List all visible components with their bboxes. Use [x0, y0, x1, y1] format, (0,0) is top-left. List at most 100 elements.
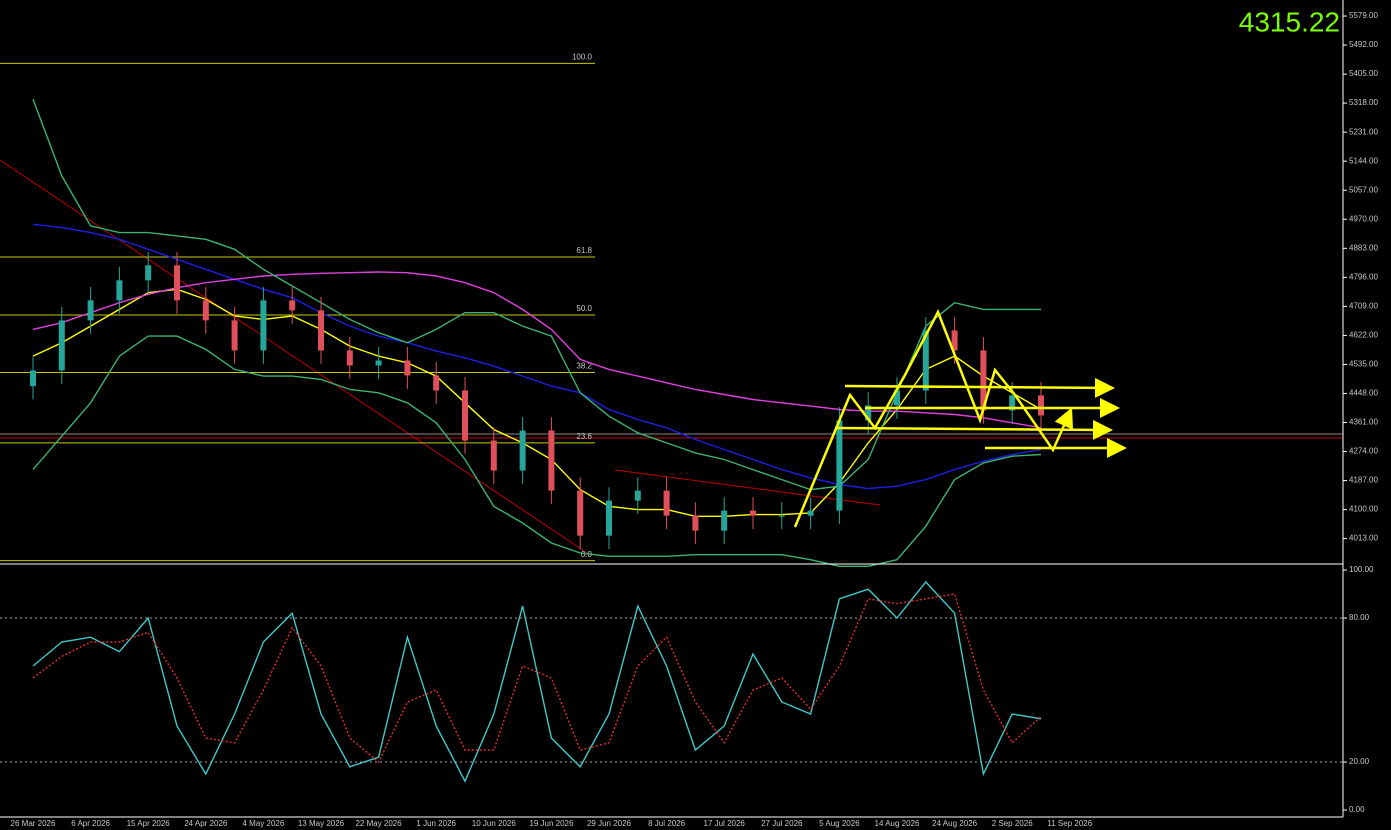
indicator-line [32, 98, 1041, 491]
y-tick-label: 4013.00 [1349, 534, 1378, 543]
candle-body [663, 490, 670, 516]
candle-body [894, 390, 900, 406]
x-tick-label: 27 Jul 2026 [761, 819, 803, 828]
candle-body [231, 320, 238, 351]
candle-body [1038, 395, 1044, 416]
y-tick-label: 4100.00 [1349, 505, 1378, 514]
y-tick-label: 5318.00 [1349, 98, 1378, 107]
candle-body [980, 350, 987, 411]
y-tick-label: 4361.00 [1349, 418, 1378, 427]
indicator-line [32, 335, 1042, 567]
indicator-line [32, 593, 1042, 764]
price-panel: 100.061.850.038.223.60.0 [0, 53, 1343, 783]
candle-body [87, 300, 94, 321]
y-tick-label: 20.00 [1349, 757, 1370, 766]
candle-body [865, 405, 872, 421]
candle-body [346, 350, 353, 366]
y-tick-label: 4970.00 [1349, 214, 1378, 223]
fib-label: 100.0 [572, 53, 593, 62]
candle-body [692, 515, 699, 531]
y-tick-label: 4535.00 [1349, 360, 1378, 369]
fib-label: 23.6 [576, 432, 592, 441]
x-tick-label: 2 Sep 2026 [992, 819, 1033, 828]
candle-body [721, 510, 728, 531]
candle-body [145, 265, 152, 281]
zigzag-arrow [793, 308, 1074, 528]
candle-body [260, 300, 267, 351]
candle-body [490, 440, 497, 471]
candle-body [634, 490, 641, 501]
x-tick-label: 19 Jun 2026 [529, 819, 574, 828]
y-tick-label: 5231.00 [1349, 127, 1378, 136]
x-tick-label: 1 Jun 2026 [416, 819, 456, 828]
candle-body [606, 500, 612, 536]
candle-body [750, 510, 756, 516]
y-tick-label: 5405.00 [1349, 69, 1378, 78]
x-tick-label: 14 Aug 2026 [875, 819, 920, 828]
x-tick-label: 5 Aug 2026 [819, 819, 860, 828]
y-tick-label: 80.00 [1349, 613, 1370, 622]
y-tick-label: 4274.00 [1349, 447, 1378, 456]
candle-body [58, 320, 65, 371]
x-tick-label: 24 Apr 2026 [184, 819, 228, 828]
candle-body [519, 430, 526, 471]
fib-label: 50.0 [576, 304, 592, 313]
x-tick-label: 26 Mar 2026 [11, 819, 56, 828]
y-tick-label: 4187.00 [1349, 476, 1378, 485]
y-tick-label: 4709.00 [1349, 301, 1378, 310]
arrow [834, 419, 1113, 440]
candle-body [1009, 395, 1016, 411]
candle-body [548, 430, 555, 491]
candle-body [778, 515, 785, 517]
x-tick-label: 6 Apr 2026 [71, 819, 110, 828]
y-tick-label: 4448.00 [1349, 389, 1378, 398]
indicator-line [32, 288, 1042, 517]
candle-body [922, 330, 929, 391]
y-tick-label: 4883.00 [1349, 243, 1378, 252]
last-price: 4315.22 [1239, 6, 1340, 37]
indicator-line [32, 223, 1042, 490]
candle-body [951, 330, 958, 351]
trend-line [0, 159, 591, 556]
fib-label: 38.2 [576, 362, 592, 371]
arrow [844, 377, 1115, 398]
x-tick-label: 8 Jul 2026 [648, 819, 685, 828]
candle-body [116, 280, 123, 301]
candle-body [289, 300, 296, 311]
y-tick-label: 5144.00 [1349, 156, 1378, 165]
x-tick-label: 10 Jun 2026 [472, 819, 517, 828]
fib-label: 61.8 [576, 246, 592, 255]
x-tick-label: 22 May 2026 [355, 819, 402, 828]
candle-body [836, 420, 843, 511]
x-tick-label: 4 May 2026 [242, 819, 284, 828]
x-tick-label: 29 Jun 2026 [587, 819, 632, 828]
y-tick-label: 0.00 [1349, 805, 1365, 814]
x-tick-label: 24 Aug 2026 [932, 819, 977, 828]
x-tick-label: 11 Sep 2026 [1047, 819, 1092, 828]
y-tick-label: 4622.00 [1349, 331, 1378, 340]
y-tick-label: 5057.00 [1349, 185, 1378, 194]
annotation [793, 308, 1127, 528]
candle-body [433, 375, 440, 391]
trend-line [614, 469, 881, 506]
candle-body [202, 300, 209, 321]
candle-body [807, 510, 814, 516]
x-tick-label: 15 Apr 2026 [127, 819, 171, 828]
candle-body [174, 265, 180, 301]
candle-body [375, 360, 382, 366]
y-tick-label: 100.00 [1349, 565, 1374, 574]
x-tick-label: 13 May 2026 [298, 819, 345, 828]
candle-body [462, 390, 468, 441]
indicator-line [32, 271, 1042, 429]
y-tick-label: 5492.00 [1349, 40, 1378, 49]
candle-body [318, 310, 324, 351]
candle-body [577, 490, 584, 536]
candle-body [404, 360, 411, 376]
y-tick-label: 4796.00 [1349, 272, 1378, 281]
y-tick-label: 5579.00 [1349, 11, 1378, 20]
indicator-line [32, 580, 1042, 783]
candle-body [30, 370, 36, 387]
x-tick-label: 17 Jul 2026 [704, 819, 746, 828]
